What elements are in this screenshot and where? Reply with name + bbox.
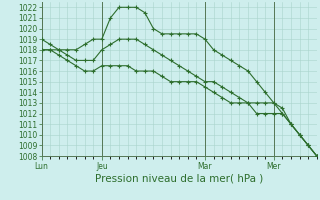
- X-axis label: Pression niveau de la mer( hPa ): Pression niveau de la mer( hPa ): [95, 173, 263, 183]
